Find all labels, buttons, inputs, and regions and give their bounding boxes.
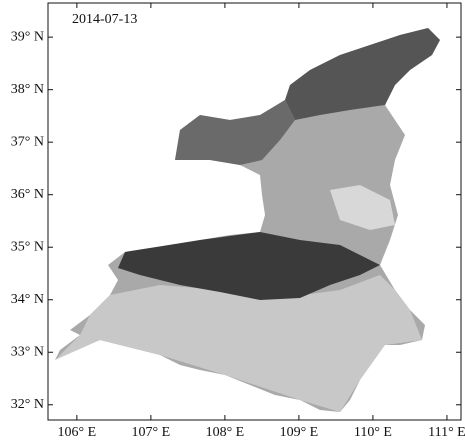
x-tick-label: 108° E xyxy=(206,425,245,440)
region-dark-band xyxy=(118,232,380,300)
x-tick-label: 106° E xyxy=(58,425,97,440)
region-raster xyxy=(55,28,440,412)
y-tick-label: 38° N xyxy=(11,82,44,97)
x-tick-label: 109° E xyxy=(280,425,319,440)
y-tick-label: 36° N xyxy=(11,187,44,202)
y-tick-label: 34° N xyxy=(11,292,44,307)
x-tick-label: 110° E xyxy=(354,425,392,440)
y-tick-label: 39° N xyxy=(11,29,44,44)
y-tick-label: 32° N xyxy=(11,397,44,412)
region-mid-northwest xyxy=(175,100,295,165)
y-tick-label: 37° N xyxy=(11,134,44,149)
region-light-south xyxy=(55,275,422,412)
region-dark-north xyxy=(285,28,440,120)
x-tick-label: 107° E xyxy=(132,425,171,440)
y-tick-label: 33° N xyxy=(11,344,44,359)
x-tick-label: 111° E xyxy=(428,425,465,440)
region-light-east xyxy=(330,185,395,230)
date-label: 2014-07-13 xyxy=(72,12,137,27)
y-tick-label: 35° N xyxy=(11,239,44,254)
